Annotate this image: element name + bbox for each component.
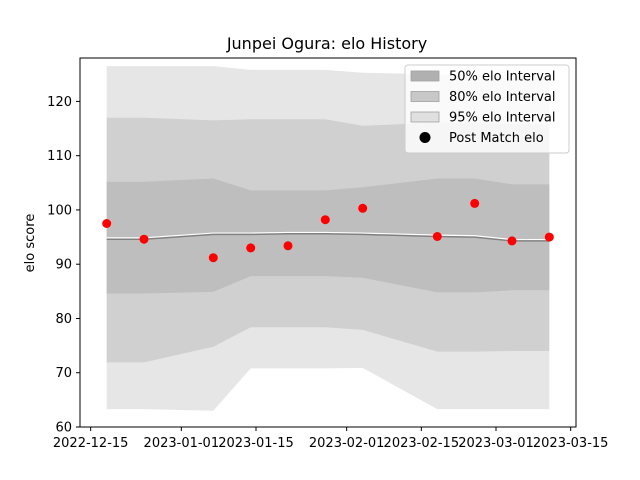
legend-swatch-0: [410, 70, 440, 82]
x-tick-label-2: 2023-01-15: [218, 436, 294, 451]
x-tick-label-6: 2023-03-15: [533, 436, 609, 451]
post-match-point-2: [208, 253, 218, 263]
y-tick-label-5: 110: [47, 149, 72, 164]
x-tick-label-4: 2023-02-15: [384, 436, 460, 451]
y-axis-label: elo score: [23, 214, 38, 273]
legend-swatch-3: [419, 132, 431, 143]
x-tick-label-5: 2023-03-01: [458, 436, 534, 451]
legend: 50% elo Interval 80% elo Interval 95% elo …: [404, 64, 570, 154]
post-match-point-8: [470, 198, 480, 208]
post-match-point-3: [246, 243, 256, 253]
legend-label-0: 50% elo Interval: [449, 70, 556, 85]
legend-box: [404, 64, 570, 154]
y-tick-label-4: 100: [47, 203, 72, 218]
y-tick-label-2: 80: [55, 312, 72, 327]
legend-label-1: 80% elo Interval: [449, 90, 556, 105]
y-tick-label-6: 120: [47, 95, 72, 110]
post-match-point-5: [320, 215, 330, 225]
post-match-point-4: [283, 241, 293, 251]
chart-title: Junpei Ogura: elo History: [226, 34, 427, 53]
legend-label-3: Post Match elo: [449, 131, 544, 146]
post-match-point-6: [358, 203, 368, 213]
post-match-point-1: [139, 234, 149, 244]
x-tick-label-1: 2023-01-01: [144, 436, 220, 451]
post-match-point-0: [102, 219, 112, 228]
interval-band-2: [106, 178, 550, 294]
x-tick-label-3: 2023-02-01: [309, 436, 385, 451]
post-match-point-7: [432, 232, 442, 241]
axes-frame: [79, 57, 577, 428]
y-tick-label-3: 90: [55, 258, 72, 273]
legend-swatch-1: [410, 91, 440, 102]
mean-elo-line: [106, 233, 550, 242]
post-match-point-9: [507, 236, 517, 246]
y-tick-label-1: 70: [55, 366, 72, 381]
mean-highlight-line: [106, 231, 550, 241]
y-tick-label-0: 60: [55, 421, 72, 436]
legend-swatch-2: [410, 111, 440, 123]
legend-label-2: 95% elo Interval: [449, 111, 556, 126]
x-tick-label-0: 2022-12-15: [53, 436, 129, 451]
post-match-point-10: [544, 232, 554, 242]
